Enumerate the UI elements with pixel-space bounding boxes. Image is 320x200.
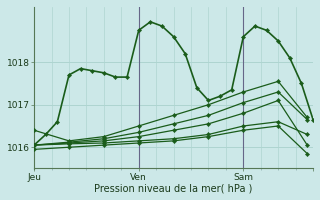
- X-axis label: Pression niveau de la mer( hPa ): Pression niveau de la mer( hPa ): [94, 183, 253, 193]
